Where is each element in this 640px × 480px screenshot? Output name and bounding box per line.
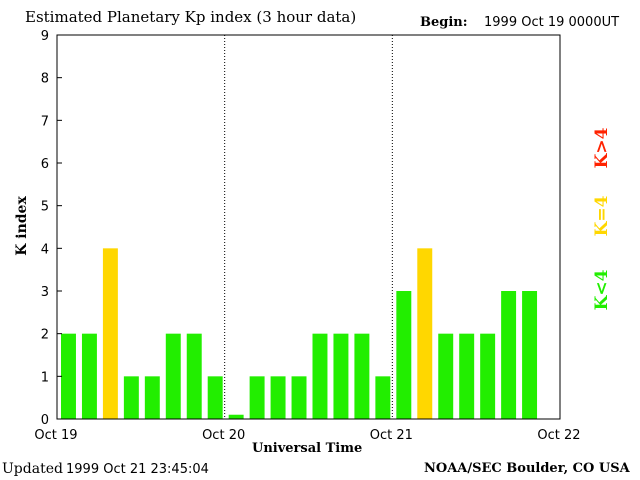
- y-tick-label: 6: [41, 157, 49, 172]
- kp-bar: [438, 333, 454, 419]
- y-tick-label: 3: [41, 285, 49, 300]
- kp-bar: [165, 333, 181, 419]
- chart-title: Estimated Planetary Kp index (3 hour dat…: [25, 8, 357, 26]
- kp-bar: [186, 333, 202, 419]
- y-tick-label: 5: [41, 200, 49, 215]
- kp-bar: [61, 333, 76, 419]
- x-tick-label: Oct 19: [34, 428, 77, 443]
- kp-bar: [375, 376, 391, 419]
- kp-bar: [249, 376, 265, 419]
- y-tick-label: 4: [41, 242, 49, 257]
- kp-bar: [270, 376, 286, 419]
- x-axis-label: Universal Time: [252, 441, 363, 456]
- y-tick-label: 0: [41, 413, 49, 428]
- x-tick-label: Oct 20: [202, 428, 245, 443]
- kp-bar: [501, 291, 517, 419]
- kp-bar: [459, 333, 475, 419]
- kp-bar: [522, 291, 538, 419]
- kp-bar: [81, 333, 97, 419]
- legend-above-4: K>4: [592, 127, 612, 169]
- begin-label: Begin:: [420, 15, 468, 30]
- updated-value: 1999 Oct 21 23:45:04: [66, 462, 209, 477]
- y-tick-label: 7: [41, 114, 49, 129]
- kp-bar: [312, 333, 328, 419]
- kp-bar: [207, 376, 223, 419]
- legend-below-4: K<4: [592, 269, 612, 311]
- x-tick-label: Oct 22: [537, 428, 580, 443]
- credit-text: NOAA/SEC Boulder, CO USA: [424, 461, 630, 476]
- kp-bar: [123, 376, 139, 419]
- legend-equal-4: K=4: [592, 195, 612, 237]
- y-tick-label: 9: [41, 29, 49, 44]
- begin-value: 1999 Oct 19 0000UT: [484, 15, 620, 30]
- plot-frame: [56, 34, 561, 420]
- kp-bar: [144, 376, 160, 419]
- kp-bar: [417, 248, 433, 419]
- y-tick-label: 8: [41, 72, 49, 87]
- x-tick-label: Oct 21: [370, 428, 413, 443]
- kp-bar: [396, 291, 412, 419]
- updated-label: Updated: [2, 461, 63, 477]
- kp-bar: [354, 333, 370, 419]
- kp-bar: [291, 376, 307, 419]
- kp-bar: [228, 414, 244, 419]
- kp-bar: [102, 248, 118, 419]
- kp-bar: [333, 333, 349, 419]
- y-tick-label: 2: [41, 328, 49, 343]
- kp-bar: [480, 333, 496, 419]
- y-tick-label: 1: [41, 370, 49, 385]
